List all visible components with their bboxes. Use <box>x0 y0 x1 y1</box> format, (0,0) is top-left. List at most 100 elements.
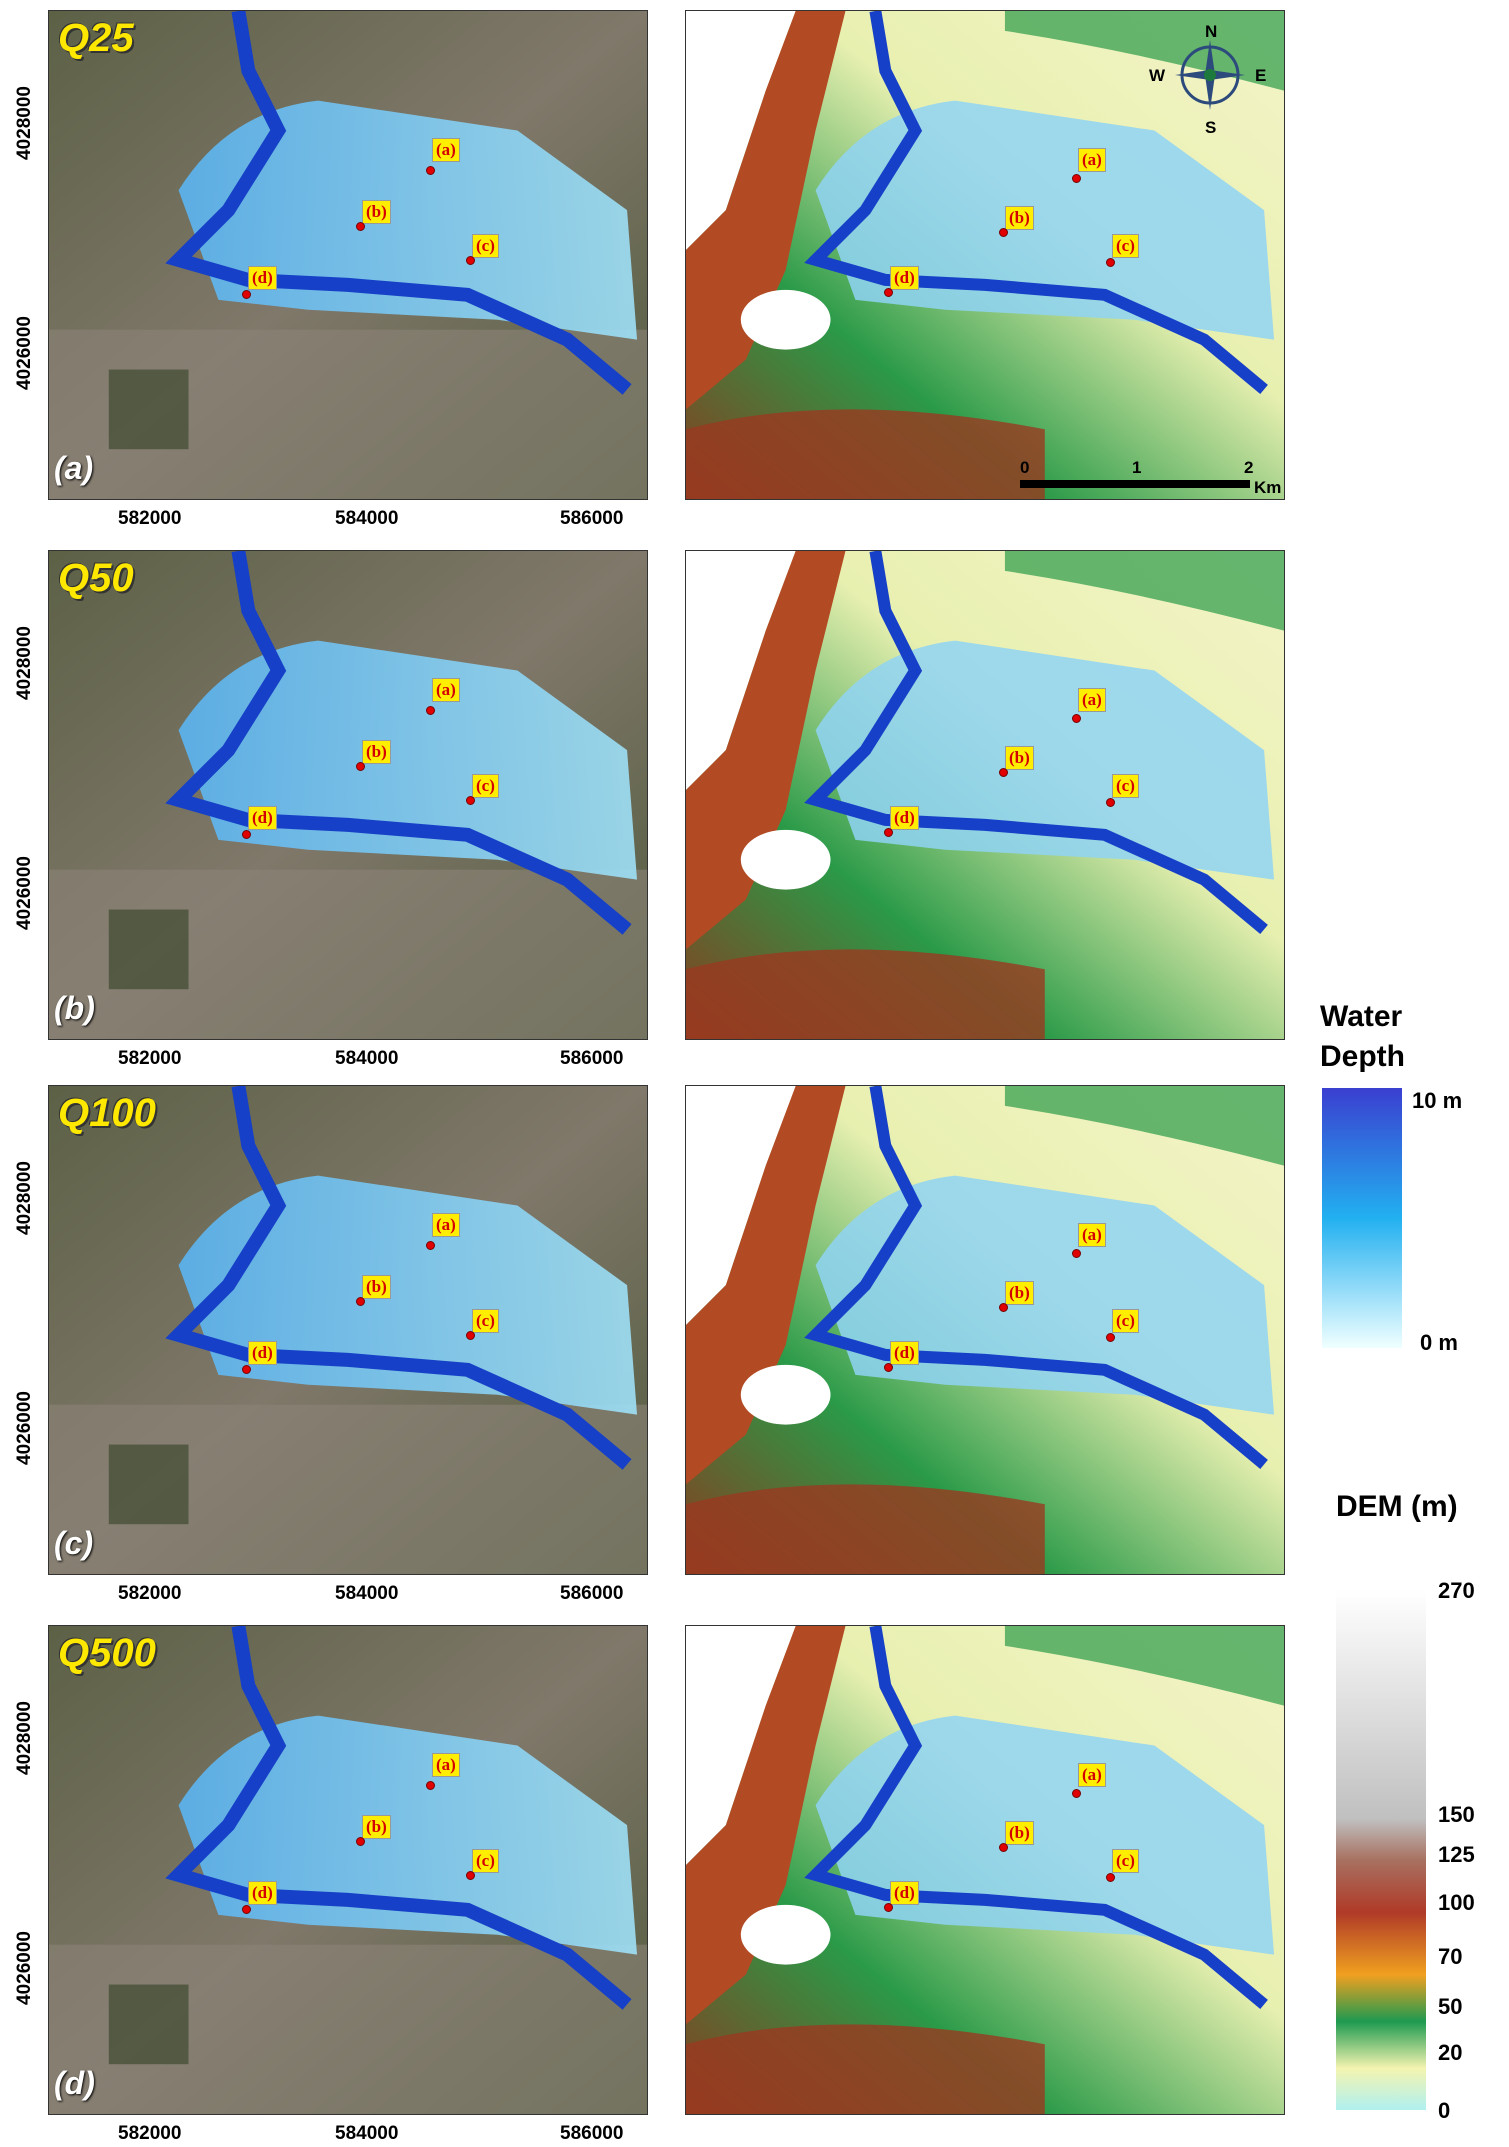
panel-label: (c) <box>54 1525 94 1561</box>
dem-legend-tick: 270 <box>1438 1578 1475 1603</box>
location-point <box>884 828 893 837</box>
dem-legend-tick: 0 <box>1438 2098 1451 2123</box>
location-point <box>426 166 435 175</box>
y-tick-label: 4026000 <box>14 316 35 390</box>
location-marker-label: (d) <box>248 266 277 290</box>
dem-map-panel <box>685 1625 1285 2115</box>
location-point <box>1106 1873 1115 1882</box>
location-marker-label: (b) <box>1005 206 1034 230</box>
dem-legend-tick: 125 <box>1438 1842 1475 1867</box>
location-point <box>426 1781 435 1790</box>
satellite-map-panel <box>48 10 648 500</box>
panel-label: (b) <box>54 990 95 1026</box>
dem-legend-title: DEM (m) <box>1336 1490 1458 1523</box>
water-legend-colorbar <box>1322 1088 1402 1348</box>
location-marker-label: (c) <box>1112 1849 1139 1873</box>
location-marker-label: (b) <box>1005 1281 1034 1305</box>
dem-map-panel <box>685 10 1285 500</box>
dem-legend-tick: 70 <box>1438 1944 1463 1969</box>
satellite-map-panel <box>48 550 648 1040</box>
dem-map-panel <box>685 550 1285 1040</box>
map-row: Q100 (c) 582000 584000 586000 4028000 4026000 (… <box>0 1085 1509 1605</box>
y-tick-label: 4026000 <box>14 1931 35 2005</box>
compass-w: W <box>1149 66 1166 85</box>
location-marker-label: (b) <box>362 200 391 224</box>
location-marker-label: (d) <box>248 1341 277 1365</box>
x-tick-label: 586000 <box>560 2123 624 2144</box>
location-marker-label: (c) <box>472 1309 499 1333</box>
x-tick-label: 582000 <box>118 1048 182 1069</box>
location-point <box>1072 1789 1081 1798</box>
location-marker-label: (d) <box>248 1881 277 1905</box>
water-legend-title-line2: Depth <box>1320 1040 1405 1073</box>
dem-legend-tick: 150 <box>1438 1802 1475 1827</box>
location-point <box>466 796 475 805</box>
location-marker-label: (a) <box>432 1753 460 1777</box>
location-point <box>242 290 251 299</box>
y-tick-label: 4028000 <box>14 86 35 160</box>
water-legend-max: 10 m <box>1412 1088 1463 1113</box>
location-marker-label: (c) <box>472 774 499 798</box>
scale-bar-label: 1 <box>1132 458 1142 477</box>
satellite-map-panel <box>48 1625 648 2115</box>
location-point <box>1106 798 1115 807</box>
panel-label: (d) <box>54 2065 95 2101</box>
location-marker-label: (c) <box>1112 1309 1139 1333</box>
scale-bar-label: 0 <box>1020 458 1030 477</box>
location-marker-label: (b) <box>1005 1821 1034 1845</box>
location-marker-label: (b) <box>1005 746 1034 770</box>
map-row: Q25 (a) 582000 584000 586000 4028000 4026000 (a… <box>0 10 1509 530</box>
location-point <box>1106 258 1115 267</box>
location-point <box>999 228 1008 237</box>
x-tick-label: 586000 <box>560 1583 624 1604</box>
y-tick-label: 4026000 <box>14 856 35 930</box>
location-marker-label: (a) <box>1078 1223 1106 1247</box>
location-marker-label: (a) <box>432 678 460 702</box>
location-marker-label: (b) <box>362 1275 391 1299</box>
x-tick-label: 584000 <box>335 2123 399 2144</box>
water-legend-min: 0 m <box>1420 1330 1458 1355</box>
location-point <box>884 1363 893 1372</box>
map-row: Q50 (b) 582000 584000 586000 4028000 4026000 (a… <box>0 550 1509 1070</box>
location-marker-label: (d) <box>890 806 919 830</box>
location-point <box>1106 1333 1115 1342</box>
location-marker-label: (a) <box>1078 688 1106 712</box>
y-tick-label: 4028000 <box>14 626 35 700</box>
dem-legend-tick: 50 <box>1438 1994 1463 2019</box>
x-tick-label: 582000 <box>118 508 182 529</box>
location-point <box>1072 1249 1081 1258</box>
location-marker-label: (d) <box>248 806 277 830</box>
location-marker-label: (a) <box>432 1213 460 1237</box>
dem-map-panel <box>685 1085 1285 1575</box>
satellite-map-panel <box>48 1085 648 1575</box>
location-point <box>999 768 1008 777</box>
location-point <box>426 706 435 715</box>
location-marker-label: (d) <box>890 266 919 290</box>
location-marker-label: (d) <box>890 1881 919 1905</box>
location-point <box>999 1303 1008 1312</box>
location-marker-label: (a) <box>1078 148 1106 172</box>
dem-legend-colorbar <box>1336 1590 1426 2110</box>
location-point <box>466 1331 475 1340</box>
return-period-label: Q25 <box>58 16 134 60</box>
x-tick-label: 586000 <box>560 1048 624 1069</box>
y-tick-label: 4026000 <box>14 1391 35 1465</box>
location-point <box>242 830 251 839</box>
return-period-label: Q50 <box>58 556 134 600</box>
compass: N S E W <box>1149 22 1266 137</box>
y-tick-label: 4028000 <box>14 1161 35 1235</box>
x-tick-label: 582000 <box>118 2123 182 2144</box>
dem-legend-tick: 100 <box>1438 1890 1475 1915</box>
compass-s: S <box>1205 118 1217 137</box>
location-marker-label: (a) <box>432 138 460 162</box>
x-tick-label: 584000 <box>335 508 399 529</box>
dem-legend-tick: 20 <box>1438 2040 1463 2065</box>
y-tick-label: 4028000 <box>14 1701 35 1775</box>
location-point <box>884 288 893 297</box>
location-marker-label: (c) <box>472 1849 499 1873</box>
water-legend-title-line1: Water <box>1320 1000 1403 1033</box>
location-point <box>356 1297 365 1306</box>
return-period-label: Q500 <box>58 1631 156 1675</box>
location-point <box>999 1843 1008 1852</box>
location-marker-label: (b) <box>362 740 391 764</box>
